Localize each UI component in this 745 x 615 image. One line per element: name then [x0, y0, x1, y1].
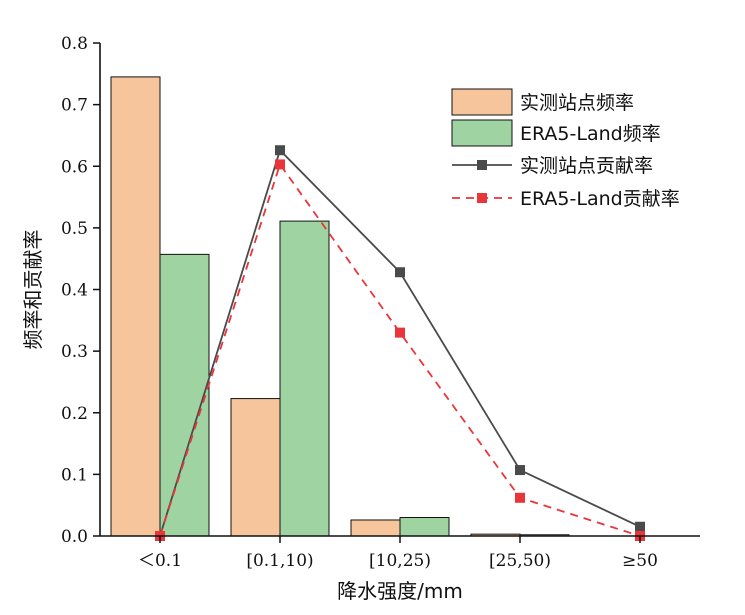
y-tick-label: 0.1	[61, 465, 88, 485]
point-station-contribution	[395, 267, 405, 278]
y-tick-label: 0.7	[61, 96, 88, 116]
bar-station-frequency	[350, 519, 401, 537]
x-tick-label: ≥50	[622, 551, 658, 571]
point-station-contribution	[515, 465, 525, 476]
bar-station-frequency	[110, 76, 161, 537]
y-tick-label: 0.6	[61, 157, 88, 177]
point-era5-contribution	[515, 492, 525, 503]
legend-label: ERA5-Land贡献率	[520, 188, 680, 210]
x-tick-label: [25,50)	[489, 551, 551, 571]
legend-marker	[477, 193, 487, 203]
line-era5-contribution	[159, 162, 641, 537]
x-ticks: ＜0.1 [0.1,10) [10,25) [25,50) ≥50	[138, 536, 658, 571]
legend-swatch-era5-frequency	[451, 119, 513, 147]
bar-era5-frequency	[279, 220, 330, 537]
y-tick-label: 0.4	[61, 281, 88, 301]
legend-label: 实测站点频率	[520, 92, 634, 114]
legend-marker	[477, 160, 487, 170]
bar-station-frequency	[230, 398, 281, 537]
y-tick-label: 0.8	[61, 34, 88, 54]
x-tick-label: [0.1,10)	[246, 551, 313, 571]
bar-era5-frequency	[399, 517, 450, 537]
legend-swatch-station-frequency	[451, 88, 513, 116]
point-station-contribution	[275, 145, 285, 156]
point-era5-contribution	[275, 159, 285, 170]
x-tick-label: ＜0.1	[138, 551, 182, 571]
point-era5-contribution	[395, 327, 405, 338]
bar-era5-frequency	[159, 253, 210, 537]
y-tick-label: 0.0	[61, 527, 88, 547]
bars-layer	[110, 76, 570, 537]
x-axis-title: 降水强度/mm	[337, 579, 463, 603]
legend-label: ERA5-Land频率	[520, 123, 661, 145]
point-station-contribution	[635, 521, 645, 532]
lines-layer	[155, 145, 645, 541]
y-ticks: 0.0 0.1 0.2 0.3 0.4 0.5 0.6 0.7 0.8	[61, 34, 100, 547]
y-tick-label: 0.5	[61, 219, 88, 239]
y-tick-label: 0.3	[61, 342, 88, 362]
y-tick-label: 0.2	[61, 404, 88, 424]
legend-label: 实测站点贡献率	[520, 155, 653, 177]
y-axis-title: 频率和贡献率	[21, 230, 45, 350]
x-tick-label: [10,25)	[369, 551, 431, 571]
